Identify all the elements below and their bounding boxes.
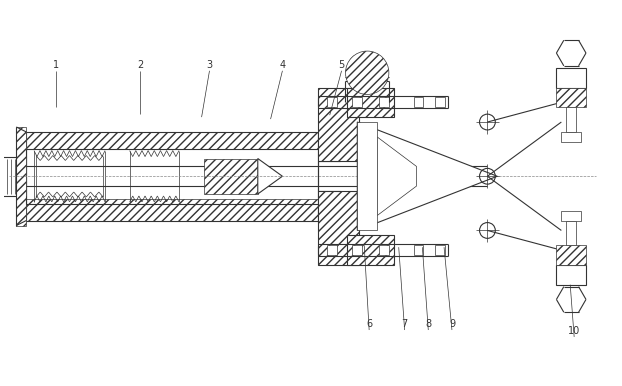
Polygon shape <box>357 122 497 230</box>
Text: 3: 3 <box>207 60 213 70</box>
Bar <box>435 97 445 107</box>
Polygon shape <box>258 159 282 194</box>
Bar <box>414 97 424 107</box>
Bar <box>26 132 318 149</box>
Text: 6: 6 <box>366 319 372 329</box>
Bar <box>357 122 377 230</box>
Text: 2: 2 <box>137 60 144 70</box>
Bar <box>561 211 581 220</box>
Bar <box>566 220 576 245</box>
Bar <box>16 127 26 225</box>
Bar <box>26 204 318 220</box>
Text: 7: 7 <box>402 319 408 329</box>
Bar <box>327 245 337 255</box>
Bar <box>561 132 581 142</box>
Polygon shape <box>377 137 417 216</box>
Bar <box>203 159 258 194</box>
Text: 9: 9 <box>449 319 455 329</box>
Text: 4: 4 <box>279 60 285 70</box>
Bar <box>414 245 424 255</box>
Bar <box>353 97 362 107</box>
Bar <box>557 68 586 88</box>
Bar <box>318 191 360 265</box>
Bar <box>379 97 389 107</box>
Circle shape <box>345 51 389 95</box>
Text: 5: 5 <box>338 60 345 70</box>
Bar <box>318 88 360 161</box>
Bar <box>353 245 362 255</box>
Bar <box>379 245 389 255</box>
Bar <box>348 88 394 117</box>
Text: 1: 1 <box>53 60 59 70</box>
Bar <box>327 97 337 107</box>
Bar <box>557 265 586 284</box>
Text: 10: 10 <box>568 326 580 336</box>
Bar <box>435 245 445 255</box>
Bar <box>566 107 576 132</box>
Bar <box>557 245 586 265</box>
Bar <box>0 157 26 196</box>
Text: 8: 8 <box>425 319 431 329</box>
Bar <box>348 235 394 265</box>
Bar <box>557 88 586 107</box>
Bar <box>26 199 318 220</box>
